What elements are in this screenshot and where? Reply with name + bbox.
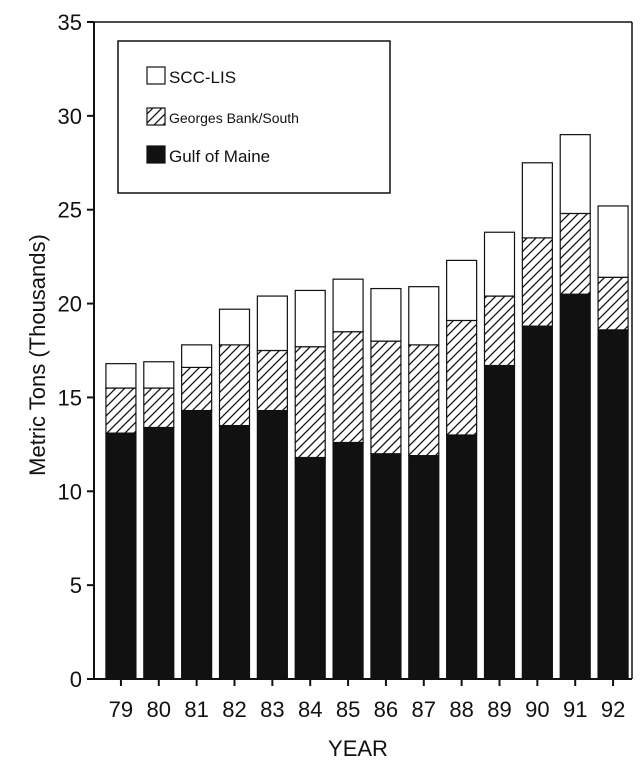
bar-segment-scc-lis-79	[105, 363, 137, 389]
bar-segment-gulf-of-maine-88	[446, 434, 478, 680]
y-tick-label: 0	[70, 667, 82, 692]
bar-segment-gulf-of-maine-86	[370, 453, 402, 680]
bar-segment-scc-lis-81	[181, 344, 213, 368]
legend-label-scc-lis: SCC-LIS	[169, 68, 236, 87]
bar-segment-georges-bank-south-79	[105, 387, 137, 434]
y-tick-label: 20	[58, 292, 82, 317]
x-tick-label: 82	[222, 697, 246, 722]
bar-segment-scc-lis-90	[521, 162, 553, 239]
legend-label-gulf-of-maine: Gulf of Maine	[169, 147, 270, 166]
x-tick-label: 80	[147, 697, 171, 722]
y-tick-label: 30	[58, 104, 82, 129]
x-axis-ticks: 79 80 81 82 83 84 85 86 87 88 89 90 91 92	[109, 679, 625, 722]
x-tick-label: 90	[525, 697, 549, 722]
bar-segment-scc-lis-80	[143, 361, 175, 389]
bar-segment-scc-lis-87	[408, 286, 440, 346]
legend-swatch-scc-lis	[146, 66, 166, 85]
bar-segment-georges-bank-south-84	[294, 346, 326, 459]
bar-segment-scc-lis-82	[218, 308, 251, 346]
x-tick-label: 83	[260, 697, 284, 722]
bar-segment-georges-bank-south-81	[181, 366, 213, 412]
bar-segment-scc-lis-86	[370, 287, 402, 342]
x-tick-label: 85	[336, 697, 360, 722]
x-tick-label: 89	[487, 697, 511, 722]
x-tick-label: 88	[449, 697, 473, 722]
y-tick-label: 15	[58, 385, 82, 410]
bar-segment-gulf-of-maine-87	[408, 455, 440, 680]
x-tick-label: 86	[374, 697, 398, 722]
bar-segment-georges-bank-south-90	[521, 237, 553, 327]
bar-segment-georges-bank-south-91	[559, 212, 591, 295]
y-tick-label: 5	[70, 573, 82, 598]
bar-segment-gulf-of-maine-83	[256, 409, 288, 680]
bar-segment-gulf-of-maine-79	[105, 432, 137, 680]
legend-label-georges-bank-south: Georges Bank/South	[169, 110, 299, 126]
x-tick-label: 92	[601, 697, 625, 722]
bar-segment-scc-lis-92	[597, 205, 629, 278]
bar-segment-georges-bank-south-87	[408, 344, 440, 457]
bar-segment-georges-bank-south-89	[483, 295, 516, 367]
legend: SCC-LIS Georges Bank/South Gulf of Maine	[117, 40, 391, 194]
bar-segment-gulf-of-maine-84	[294, 456, 326, 680]
bar-segment-georges-bank-south-83	[256, 349, 288, 412]
bar-segment-scc-lis-88	[446, 259, 478, 322]
bar-segment-gulf-of-maine-91	[559, 293, 591, 680]
bar-segment-gulf-of-maine-92	[597, 329, 629, 680]
y-axis-title: Metric Tons (Thousands)	[25, 234, 50, 476]
bars	[105, 134, 629, 680]
x-tick-label: 87	[412, 697, 436, 722]
bar-segment-gulf-of-maine-82	[218, 424, 251, 680]
x-tick-label: 84	[298, 697, 322, 722]
x-tick-label: 79	[109, 697, 133, 722]
x-axis-title: YEAR	[328, 736, 388, 761]
bar-segment-gulf-of-maine-80	[143, 426, 175, 680]
y-tick-label: 10	[58, 479, 82, 504]
bar-segment-georges-bank-south-92	[597, 276, 629, 331]
x-tick-label: 91	[563, 697, 587, 722]
bar-segment-gulf-of-maine-90	[521, 325, 553, 680]
bar-segment-scc-lis-85	[332, 278, 364, 333]
bar-segment-scc-lis-84	[294, 289, 326, 348]
legend-swatch-gulf-of-maine	[146, 145, 166, 164]
bar-segment-georges-bank-south-80	[143, 387, 175, 429]
bar-segment-gulf-of-maine-89	[483, 364, 516, 680]
bar-segment-scc-lis-91	[559, 134, 591, 215]
bar-segment-scc-lis-89	[483, 231, 516, 297]
bar-segment-georges-bank-south-88	[446, 319, 478, 436]
bar-segment-georges-bank-south-85	[332, 331, 364, 444]
x-tick-label: 81	[184, 697, 208, 722]
bar-segment-gulf-of-maine-85	[332, 441, 364, 680]
bar-segment-georges-bank-south-82	[218, 344, 251, 427]
y-tick-label: 35	[58, 10, 82, 35]
bar-segment-gulf-of-maine-81	[181, 409, 213, 680]
y-axis-ticks: 0 5 10 15 20 25 30 35	[58, 10, 94, 692]
legend-swatch-georges-bank-south	[146, 107, 166, 126]
y-tick-label: 25	[58, 198, 82, 223]
bar-segment-scc-lis-83	[256, 295, 288, 352]
bar-segment-georges-bank-south-86	[370, 340, 402, 455]
